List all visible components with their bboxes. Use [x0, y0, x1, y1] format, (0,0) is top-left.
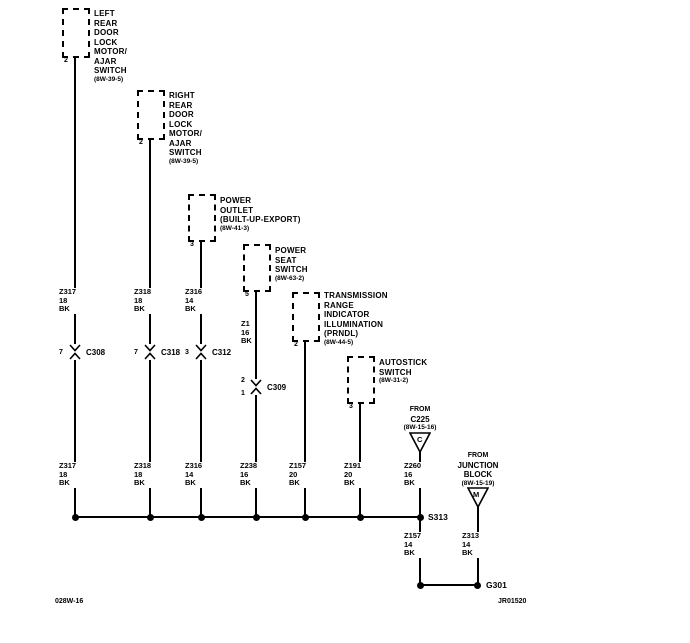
source-letter: M: [473, 490, 480, 499]
junction-dot: [253, 514, 260, 521]
wire-label: Z318 18 BK: [134, 287, 154, 314]
junction-dot: [198, 514, 205, 521]
wire-label: Z316 14 BK: [185, 461, 205, 488]
wire-label: Z157 20 BK: [289, 461, 309, 488]
wire-label: Z1 16 BK: [241, 319, 254, 346]
connector-pin: 1: [241, 390, 245, 397]
sheet-code-left: 028W-16: [55, 598, 84, 605]
wire: [359, 402, 361, 517]
source-label-group: FROM C225 (8W-15-16): [388, 406, 452, 432]
connector-pin: 7: [59, 349, 63, 356]
wire-label: Z191 20 BK: [344, 461, 364, 488]
junction-dot: [302, 514, 309, 521]
connector-name: C312: [212, 348, 232, 357]
wire: [74, 56, 76, 517]
source-from: FROM: [409, 406, 431, 413]
source-name: JUNCTION BLOCK: [457, 460, 499, 480]
wire: [149, 138, 151, 517]
component-ref: (8W-31-2): [379, 377, 409, 384]
component-box-left-rear-door: [62, 8, 90, 58]
source-label-group: FROM JUNCTION BLOCK (8W-15-19): [446, 452, 510, 488]
component-ref: (8W-44-5): [324, 338, 354, 346]
ground-label: G301: [486, 580, 507, 590]
ground-dot: [474, 582, 481, 589]
junction-dot: [72, 514, 79, 521]
component-box-autostick-switch: [347, 356, 375, 404]
component-pin: 3: [190, 241, 194, 248]
source-triangle-icon: [409, 432, 431, 453]
wire-label: Z316 14 BK: [185, 287, 205, 314]
connector-name: C309: [267, 383, 287, 392]
sheet-code-right: JR01520: [498, 598, 527, 605]
connector-pin: 2: [241, 377, 245, 384]
splice-dot: [417, 514, 424, 521]
wire-label: Z157 14 BK: [404, 531, 424, 558]
component-box-power-outlet: [188, 194, 216, 242]
component-pin: 3: [349, 403, 353, 410]
component-name: AUTOSTICK SWITCH: [379, 358, 428, 377]
connector-pin: 7: [134, 349, 138, 356]
component-ref: (8W-39-5): [94, 75, 124, 83]
inline-connector-icon: [68, 344, 82, 360]
component-pin: 5: [245, 291, 249, 298]
junction-dot: [147, 514, 154, 521]
source-name: C225: [410, 414, 430, 424]
wire-label: Z317 18 BK: [59, 461, 79, 488]
component-name: RIGHT REAR DOOR LOCK MOTOR/ AJAR SWITCH: [169, 91, 203, 157]
junction-dot: [357, 514, 364, 521]
component-box-power-seat-switch: [243, 244, 271, 292]
wire: [255, 290, 257, 517]
source-from: FROM: [467, 452, 489, 459]
source-ref: (8W-15-19): [461, 479, 495, 487]
inline-connector-icon: [194, 344, 208, 360]
component-ref: (8W-41-3): [220, 224, 250, 232]
wire-label: Z313 14 BK: [462, 531, 482, 558]
wire-label: Z317 18 BK: [59, 287, 79, 314]
source-triangle-icon: [467, 487, 489, 508]
wire-label: Z318 18 BK: [134, 461, 154, 488]
component-name: TRANSMISSION RANGE INDICATOR ILLUMINATIO…: [324, 291, 388, 338]
component-name: POWER OUTLET (BUILT-UP-EXPORT): [220, 196, 301, 224]
wire-label: Z238 16 BK: [240, 461, 260, 488]
component-pin: 2: [139, 139, 143, 146]
component-ref: (8W-39-5): [169, 157, 199, 165]
component-ref: (8W-63-2): [275, 274, 305, 282]
inline-connector-icon: [249, 379, 263, 395]
component-pin: 2: [294, 341, 298, 348]
component-name: LEFT REAR DOOR LOCK MOTOR/ AJAR SWITCH: [94, 9, 128, 75]
connector-pin: 3: [185, 349, 189, 356]
splice-bus-line: [74, 516, 421, 518]
source-letter: C: [417, 435, 423, 444]
source-ref: (8W-15-16): [403, 424, 437, 431]
component-pin: 2: [64, 57, 68, 64]
inline-connector-icon: [143, 344, 157, 360]
splice-label: S313: [428, 512, 448, 522]
component-box-right-rear-door: [137, 90, 165, 140]
wire: [200, 240, 202, 517]
junction-dot: [417, 582, 424, 589]
wire: [304, 340, 306, 517]
ground-line: [419, 584, 479, 586]
component-box-prndl-illumination: [292, 292, 320, 342]
component-name: POWER SEAT SWITCH: [275, 246, 308, 274]
connector-name: C308: [86, 348, 106, 357]
wire-label: Z260 16 BK: [404, 461, 424, 488]
connector-name: C318: [161, 348, 181, 357]
